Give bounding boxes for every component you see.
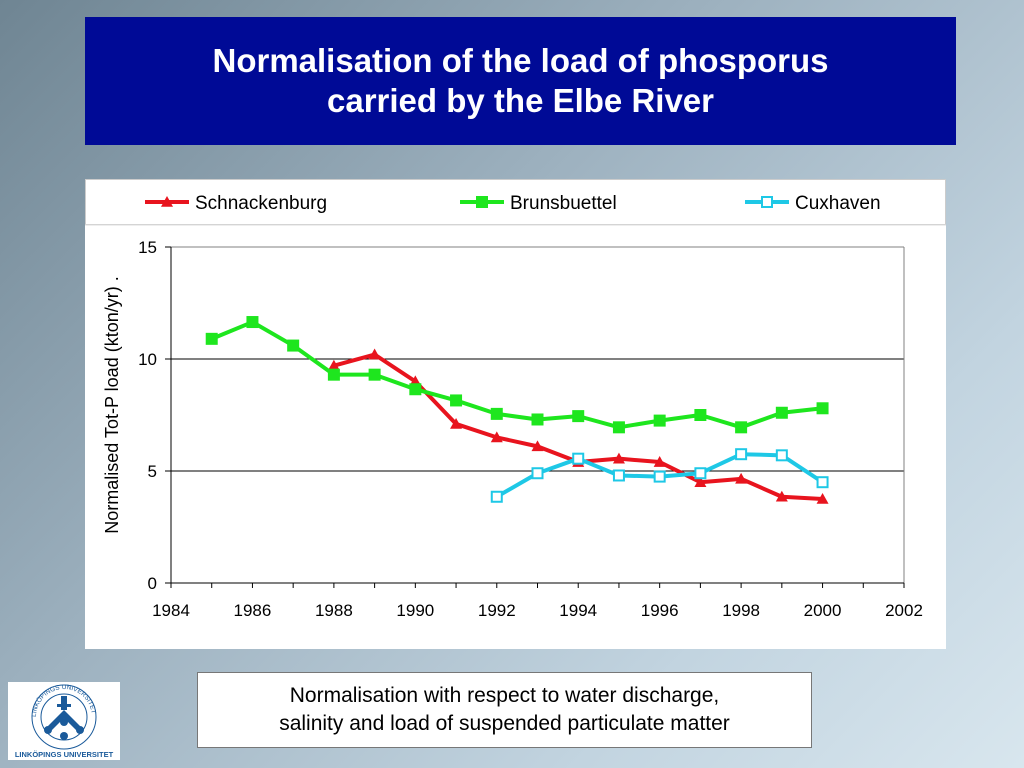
data-point-schnackenburg-1989 xyxy=(368,348,381,360)
y-tick-label-15: 15 xyxy=(138,238,157,257)
normalisation-note: Normalisation with respect to water disc… xyxy=(197,672,812,748)
x-tick-label-1986: 1986 xyxy=(234,601,272,620)
chart-panel: Schnackenburg Brunsbuettel Cuxhaven 0 5 10 15 1… xyxy=(85,179,946,649)
x-tick-label-1996: 1996 xyxy=(641,601,679,620)
data-point-cuxhaven-1995 xyxy=(612,469,625,482)
data-point-brunsbuettel-1985 xyxy=(205,332,218,345)
university-logo-icon: LINKÖPINGS UNIVERSITET LINKÖPINGS UNIVER… xyxy=(15,684,114,759)
data-point-cuxhaven-1993 xyxy=(531,467,544,480)
data-point-brunsbuettel-1999 xyxy=(775,406,788,419)
data-point-schnackenburg-1996 xyxy=(653,456,666,467)
x-tick-label-2002: 2002 xyxy=(885,601,923,620)
logo-text: LINKÖPINGS UNIVERSITET xyxy=(15,750,114,759)
x-tick-label-1998: 1998 xyxy=(722,601,760,620)
x-tick-label-2000: 2000 xyxy=(804,601,842,620)
data-point-schnackenburg-1997 xyxy=(694,476,707,487)
data-point-schnackenburg-1988 xyxy=(327,359,340,371)
series-line-schnackenburg xyxy=(333,352,823,501)
note-line-2: salinity and load of suspended particula… xyxy=(279,712,730,735)
y-tick-label-5: 5 xyxy=(148,462,157,481)
data-point-schnackenburg-1998 xyxy=(735,472,748,484)
line-chart: Schnackenburg Brunsbuettel Cuxhaven 0 5 10 15 1… xyxy=(85,179,946,620)
data-point-brunsbuettel-1987 xyxy=(287,339,300,352)
legend-label-cuxhaven: Cuxhaven xyxy=(795,193,881,214)
x-tick-label-1994: 1994 xyxy=(559,601,597,620)
data-point-brunsbuettel-1986 xyxy=(246,316,259,329)
data-point-cuxhaven-1994 xyxy=(572,452,585,465)
data-point-cuxhaven-1996 xyxy=(653,470,666,483)
y-tick-label-0: 0 xyxy=(148,574,157,593)
data-point-brunsbuettel-2000 xyxy=(816,402,829,415)
data-point-brunsbuettel-1994 xyxy=(572,410,585,423)
data-point-cuxhaven-1998 xyxy=(735,448,748,461)
legend-label-brunsbuettel: Brunsbuettel xyxy=(510,193,617,214)
slide-title-line-2: carried by the Elbe River xyxy=(327,82,714,119)
data-point-cuxhaven-1997 xyxy=(694,467,707,480)
data-point-brunsbuettel-1990 xyxy=(409,383,422,396)
data-point-brunsbuettel-1991 xyxy=(450,394,463,407)
data-point-cuxhaven-1992 xyxy=(490,490,503,503)
data-point-brunsbuettel-1992 xyxy=(490,407,503,420)
data-point-schnackenburg-1993 xyxy=(531,440,544,452)
legend-label-schnackenburg: Schnackenburg xyxy=(195,193,327,214)
data-point-schnackenburg-2000 xyxy=(816,493,829,504)
data-point-brunsbuettel-1998 xyxy=(735,421,748,434)
legend-box xyxy=(85,179,946,225)
series-line-brunsbuettel xyxy=(210,320,823,430)
data-point-schnackenburg-1995 xyxy=(612,452,625,464)
legend-marker-schnackenburg xyxy=(161,196,173,207)
data-point-brunsbuettel-1989 xyxy=(368,368,381,381)
data-point-schnackenburg-1999 xyxy=(775,490,788,502)
data-point-schnackenburg-1992 xyxy=(490,431,503,443)
data-point-cuxhaven-2000 xyxy=(816,476,829,489)
x-tick-label-1984: 1984 xyxy=(152,601,190,620)
data-point-brunsbuettel-1995 xyxy=(612,421,625,434)
data-point-schnackenburg-1991 xyxy=(450,417,463,429)
x-tick-label-1990: 1990 xyxy=(396,601,434,620)
data-point-cuxhaven-1999 xyxy=(775,449,788,462)
x-tick-label-1992: 1992 xyxy=(478,601,516,620)
slide-title-line-1: Normalisation of the load of phosporus xyxy=(212,42,829,79)
data-point-brunsbuettel-1996 xyxy=(653,414,666,427)
data-point-brunsbuettel-1993 xyxy=(531,413,544,426)
note-line-1: Normalisation with respect to water disc… xyxy=(289,684,720,707)
y-axis-label: Normalised Tot-P load (kton/yr) . xyxy=(102,276,122,533)
y-tick-label-10: 10 xyxy=(138,350,157,369)
data-point-brunsbuettel-1988 xyxy=(327,368,340,381)
legend-marker-cuxhaven xyxy=(761,196,773,208)
university-logo: LINKÖPINGS UNIVERSITET LINKÖPINGS UNIVER… xyxy=(8,682,120,760)
legend-marker-brunsbuettel xyxy=(476,196,488,208)
data-point-brunsbuettel-1997 xyxy=(694,409,707,421)
x-tick-label-1988: 1988 xyxy=(315,601,353,620)
logo-emblem-icon xyxy=(44,696,84,740)
slide-title: Normalisation of the load of phosporus c… xyxy=(85,17,956,145)
